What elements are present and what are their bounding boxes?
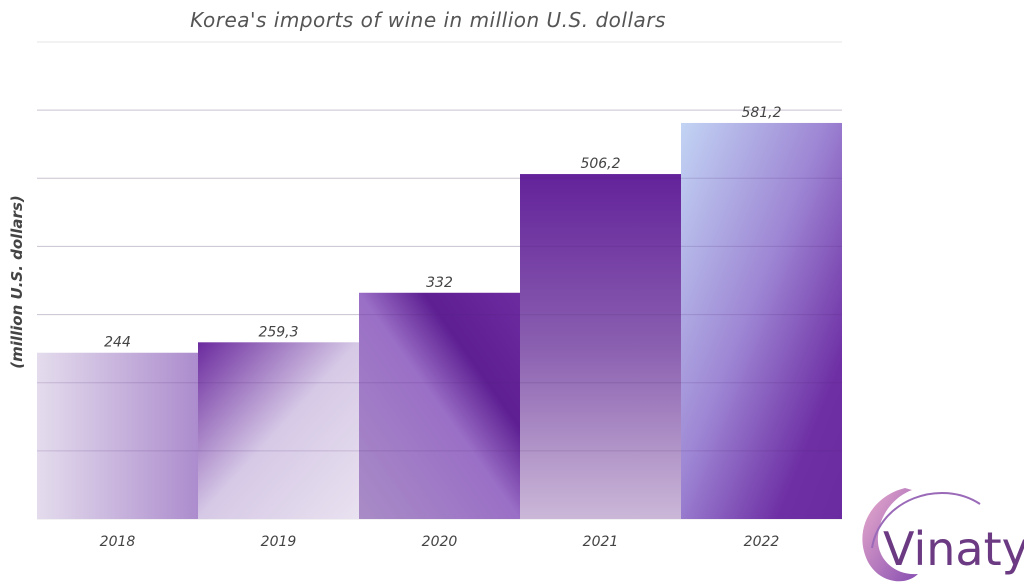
- logo-text: Vinaty: [883, 522, 1024, 576]
- bar-2022: [681, 122, 842, 520]
- data-label-2020: 332: [426, 275, 453, 291]
- x-tick-2020: 2020: [422, 534, 458, 550]
- data-label-2021: 506,2: [580, 156, 620, 172]
- bars: [37, 109, 842, 520]
- vinaty-logo: Vinaty: [862, 488, 1024, 582]
- bar-2019: [198, 342, 359, 519]
- x-tick-labels: 2018 2019 2020 2021 2022: [100, 534, 780, 550]
- x-tick-2019: 2019: [261, 534, 297, 550]
- y-axis-label: (million U.S. dollars): [8, 195, 26, 369]
- data-label-2019: 259,3: [258, 324, 298, 340]
- x-tick-2018: 2018: [100, 534, 136, 550]
- x-tick-2021: 2021: [583, 534, 619, 550]
- chart-title: Korea's imports of wine in million U.S. …: [190, 8, 666, 32]
- data-label-2022: 581,2: [741, 105, 781, 121]
- bar-2020: [359, 292, 520, 519]
- bar-2018: [37, 352, 198, 519]
- data-label-2018: 244: [104, 335, 131, 351]
- x-tick-2022: 2022: [744, 534, 780, 550]
- logo-arc-icon: [871, 491, 981, 549]
- logo-swoosh-icon: [862, 488, 918, 582]
- bar-grid-overlay: [37, 109, 842, 452]
- data-labels: 244 259,3 332 506,2 581,2: [104, 105, 781, 351]
- bar-2021: [520, 174, 681, 519]
